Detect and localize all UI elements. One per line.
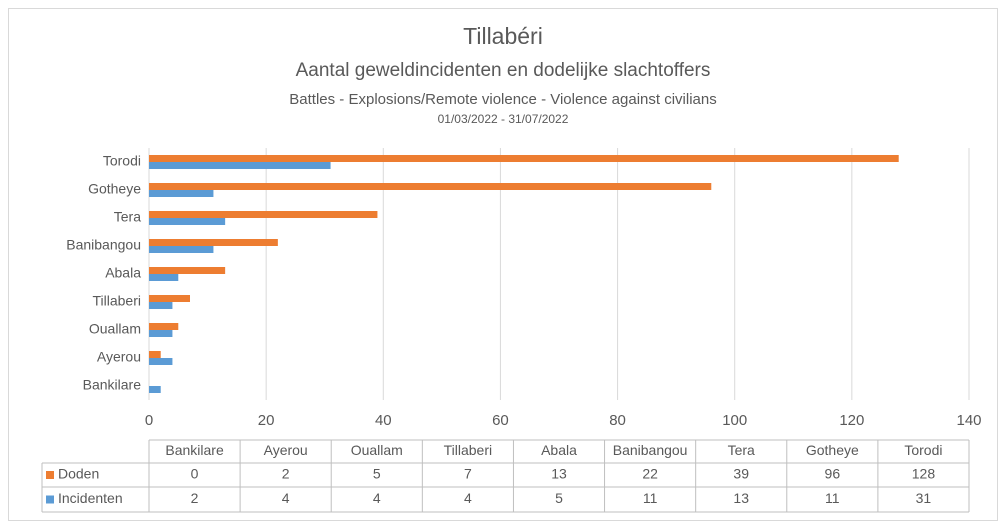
table-value: 22 xyxy=(642,466,658,482)
table-value: 5 xyxy=(373,466,381,482)
chart-subtitle: Aantal geweldincidenten en dodelijke sla… xyxy=(296,60,711,81)
y-tick-label: Tera xyxy=(114,209,141,225)
table-value: 4 xyxy=(464,490,472,506)
y-tick-label: Ayerou xyxy=(97,349,141,365)
bar xyxy=(149,386,161,393)
table-header: Banibangou xyxy=(613,442,688,458)
table-header: Tera xyxy=(728,442,755,458)
bar xyxy=(149,183,712,190)
table-value: 7 xyxy=(464,466,472,482)
table-header: Ouallam xyxy=(351,442,403,458)
y-tick-label: Gotheye xyxy=(88,181,141,197)
bar xyxy=(149,267,226,274)
table-value: 2 xyxy=(191,490,199,506)
table-value: 11 xyxy=(825,490,840,506)
chart-subtitle: Battles - Explosions/Remote violence - V… xyxy=(289,91,716,108)
legend-label: Doden xyxy=(58,466,99,482)
bar xyxy=(149,211,378,218)
table-value: 39 xyxy=(733,466,749,482)
y-tick-label: Abala xyxy=(105,265,141,281)
y-tick-label: Banibangou xyxy=(66,237,141,253)
table-value: 0 xyxy=(191,466,199,482)
x-tick-label: 100 xyxy=(722,412,747,429)
legend-label: Incidenten xyxy=(58,490,123,506)
table-value: 96 xyxy=(825,466,841,482)
x-tick-label: 120 xyxy=(839,412,864,429)
bar xyxy=(149,302,173,309)
x-tick-label: 140 xyxy=(956,412,981,429)
bar xyxy=(149,330,173,337)
bar xyxy=(149,358,173,365)
bar xyxy=(149,323,179,330)
table-header: Torodi xyxy=(904,442,942,458)
x-tick-label: 80 xyxy=(609,412,626,429)
bar xyxy=(149,351,161,358)
x-tick-label: 20 xyxy=(258,412,275,429)
table-value: 11 xyxy=(643,490,658,506)
y-tick-label: Bankilare xyxy=(83,377,142,393)
y-tick-label: Ouallam xyxy=(89,321,141,337)
bar xyxy=(149,295,190,302)
legend-swatch xyxy=(46,471,54,479)
y-tick-label: Torodi xyxy=(103,153,141,169)
x-tick-label: 40 xyxy=(375,412,392,429)
table-value: 5 xyxy=(555,490,563,506)
table-value: 31 xyxy=(916,490,932,506)
y-tick-label: Tillaberi xyxy=(93,293,142,309)
table-value: 4 xyxy=(282,490,290,506)
legend-swatch xyxy=(46,495,54,504)
chart-border xyxy=(8,8,998,521)
x-tick-label: 60 xyxy=(492,412,509,429)
bar xyxy=(149,239,278,246)
table-value: 13 xyxy=(551,466,567,482)
date-range: 01/03/2022 - 31/07/2022 xyxy=(438,112,569,126)
bar xyxy=(149,155,899,162)
chart-title: Tillabéri xyxy=(463,23,543,49)
x-tick-label: 0 xyxy=(145,412,153,429)
bar xyxy=(149,190,214,197)
bar xyxy=(149,246,214,253)
bar xyxy=(149,162,331,169)
table-header: Gotheye xyxy=(806,442,859,458)
table-value: 2 xyxy=(282,466,290,482)
table-value: 13 xyxy=(733,490,749,506)
table-value: 128 xyxy=(912,466,936,482)
bar xyxy=(149,218,226,225)
table-header: Bankilare xyxy=(165,442,224,458)
table-header: Abala xyxy=(541,442,577,458)
bar xyxy=(149,274,179,281)
table-header: Ayerou xyxy=(264,442,308,458)
table-header: Tillaberi xyxy=(444,442,493,458)
table-value: 4 xyxy=(373,490,381,506)
